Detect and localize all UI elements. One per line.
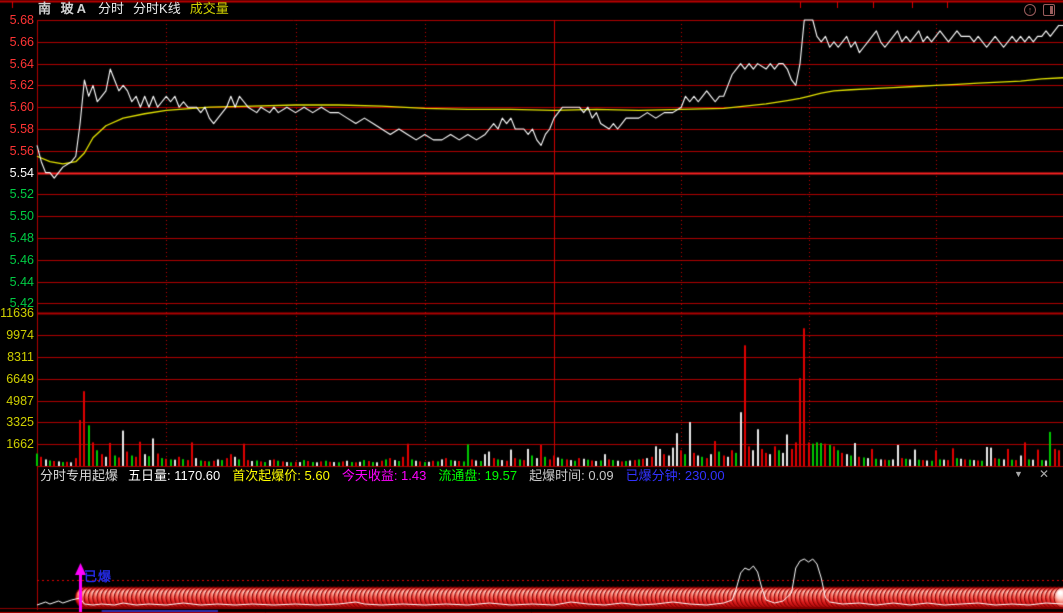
indicator-bar-icons: ▼ ✕	[1014, 467, 1049, 481]
volume-axis-label: 1662	[6, 437, 34, 452]
indicator-param-起爆时间: 起爆时间: 0.09	[529, 467, 614, 483]
price-axis-label: 5.50	[9, 209, 34, 224]
indicator-param-五日量: 五日量: 1170.60	[128, 467, 221, 483]
price-axis-label: 5.60	[9, 100, 34, 115]
volume-axis-label: 8311	[7, 349, 34, 364]
price-axis-label: 5.68	[9, 13, 34, 27]
price-axis-label: 5.44	[9, 274, 34, 289]
price-axis-label: 5.46	[9, 252, 34, 267]
indicator-params: 五日量: 1170.60 首次起爆价: 5.60 今天收益: 1.43 流通盘: 19…	[128, 467, 737, 484]
stock-name: 南 玻A	[38, 0, 90, 16]
price-axis-label: 5.52	[9, 187, 34, 202]
indicator-param-今天收益: 今天收益: 1.43	[341, 467, 427, 483]
price-axis-label: 5.66	[9, 34, 34, 49]
price-axis-label: 5.64	[9, 56, 34, 71]
volume-axis-label: 4987	[6, 393, 34, 408]
price-axis-label: 5.48	[9, 231, 34, 245]
indicator-param-首次起爆价: 首次起爆价: 5.60	[232, 467, 330, 483]
price-axis-label: 5.62	[9, 78, 34, 93]
price-axis-label: 5.54	[9, 165, 34, 180]
signal-label: 已爆	[84, 569, 113, 584]
panel-icon[interactable]	[1043, 4, 1055, 16]
scroll-top-icon[interactable]: ↑	[1024, 4, 1036, 16]
volume-axis-label: 3325	[6, 415, 34, 430]
indicator-param-已爆分钟: 已爆分钟: 230.00	[625, 467, 725, 483]
price-axis-label: 5.42	[9, 296, 34, 311]
indicator-name[interactable]: 分时专用起爆	[40, 467, 119, 483]
tab-fenshi-kline[interactable]: 分时K线	[133, 0, 181, 16]
close-icon[interactable]: ✕	[1038, 467, 1049, 481]
titlebar-icons: ↑	[1024, 4, 1055, 16]
volume-axis-label: 6649	[6, 371, 34, 386]
volume-axis-label: 11636	[0, 306, 34, 321]
indicator-bar: 分时专用起爆 五日量: 1170.60 首次起爆价: 5.60 今天收益: 1.43…	[40, 466, 737, 484]
volume-axis-label: 9974	[6, 328, 34, 343]
tab-fenshi[interactable]: 分时	[98, 0, 125, 16]
title-bar: 南 玻A 分时 分时K线 成交量 ↑	[0, 1, 1063, 16]
volume-pane-label[interactable]: 成交量	[189, 0, 229, 16]
price-axis-label: 5.58	[9, 122, 34, 136]
indicator-param-流通盘: 流通盘: 19.57	[438, 467, 518, 483]
price-axis-label: 5.56	[9, 143, 34, 158]
collapse-icon[interactable]: ▼	[1014, 469, 1023, 479]
